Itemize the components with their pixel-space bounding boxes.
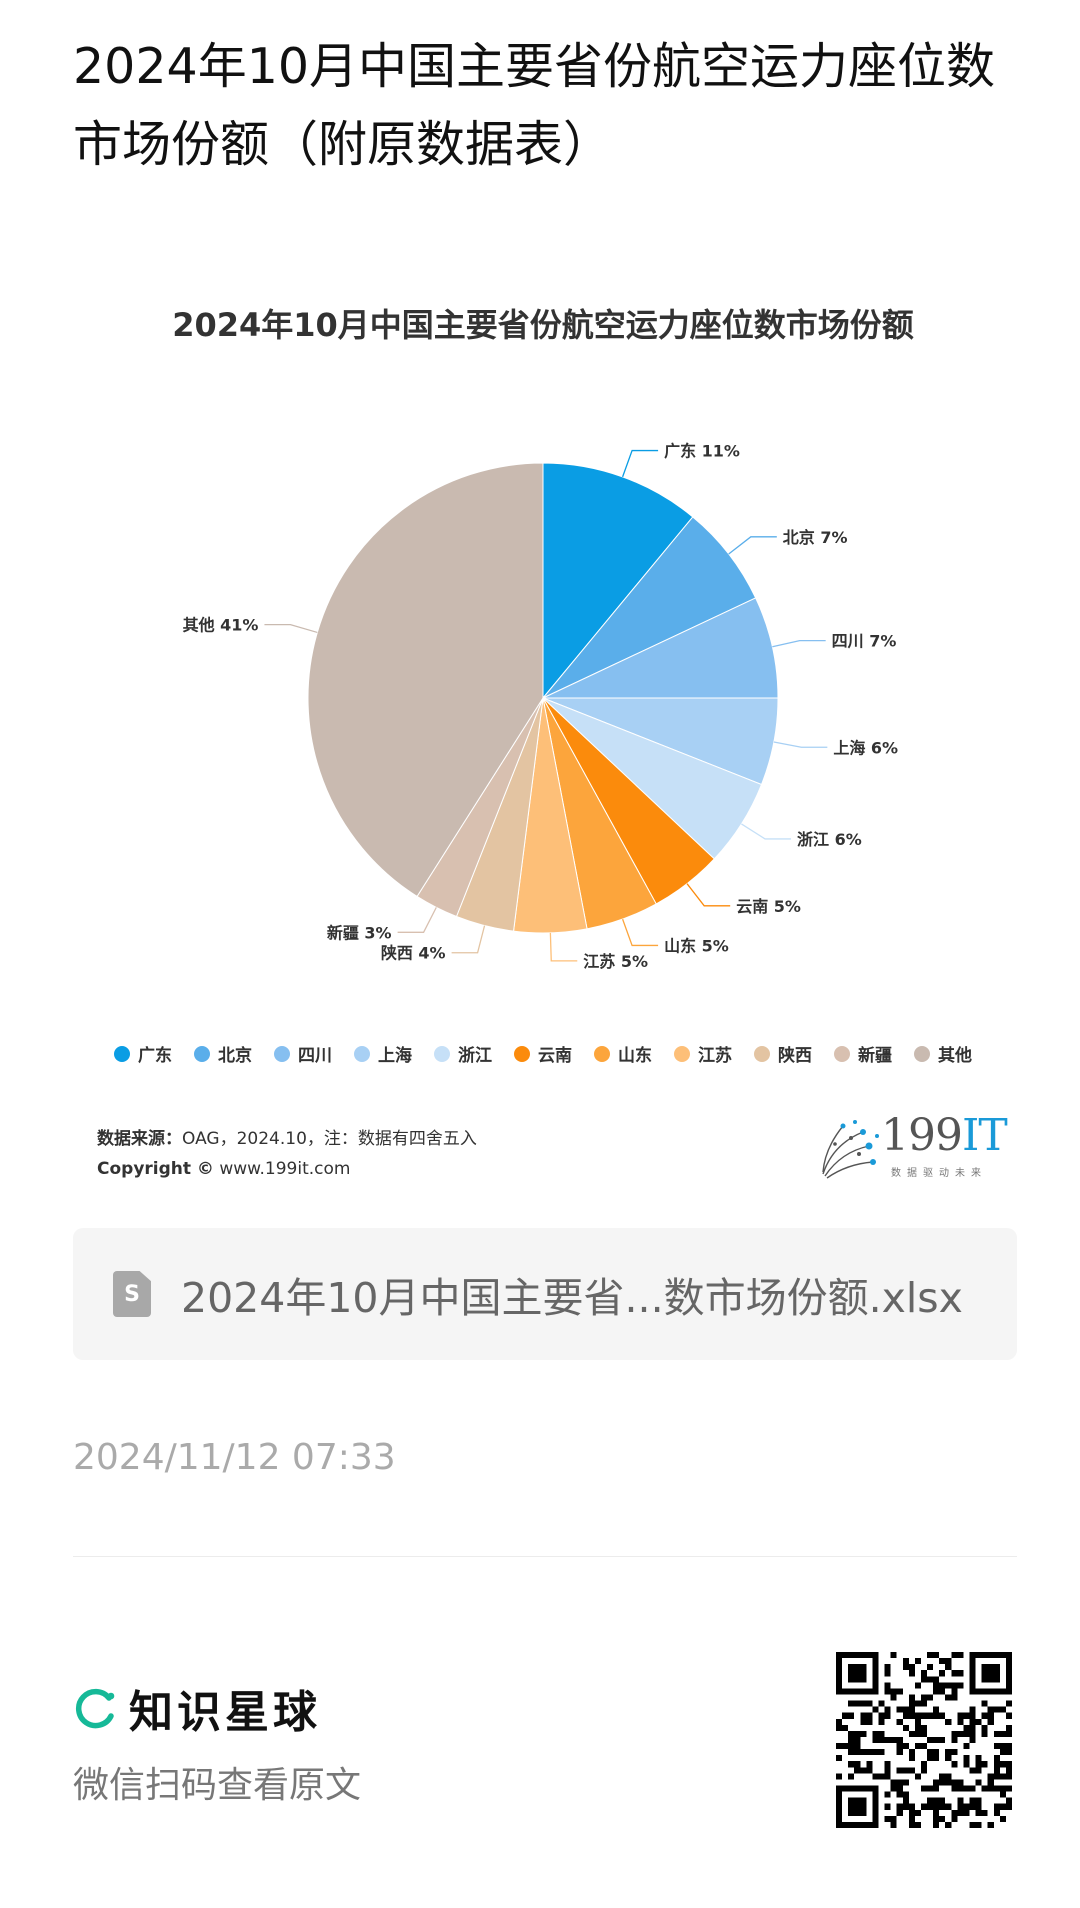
data-label-6: 云南 5% xyxy=(736,897,801,916)
data-label-5: 浙江 6% xyxy=(797,830,862,849)
chart-legend: 广东 北京 四川 上海 浙江 云南 山东 江苏 陕西 新疆 其他 xyxy=(73,1041,1013,1066)
scan-hint: 微信扫码查看原文 xyxy=(73,1765,362,1806)
legend-label-8: 江苏 xyxy=(698,1046,732,1066)
leader-line-8 xyxy=(549,932,578,962)
copyright-label: Copyright © xyxy=(97,1159,214,1179)
chart-title: 2024年10月中国主要省份航空运力座位数市场份额 xyxy=(172,306,914,344)
legend-swatch-8 xyxy=(674,1045,690,1062)
legend-label-3: 四川 xyxy=(298,1046,332,1066)
199it-slogan: 数据驱动未来 xyxy=(891,1168,987,1179)
data-label-1: 广东 11% xyxy=(664,442,740,461)
data-label-2: 北京 7% xyxy=(783,528,848,547)
legend-item-8: 江苏 xyxy=(674,1041,732,1066)
data-label-4: 上海 6% xyxy=(833,738,898,757)
legend-label-2: 北京 xyxy=(218,1046,252,1066)
zsxq-brand-name: 知识星球 xyxy=(129,1687,321,1738)
legend-label-9: 陕西 xyxy=(778,1046,812,1066)
legend-item-4: 上海 xyxy=(354,1041,412,1066)
chart-image: 2024年10月中国主要省份航空运力座位数市场份额 广东 11% 北京 7% 四川 … xyxy=(73,268,1013,1228)
pie-slice-1 xyxy=(542,462,694,700)
divider xyxy=(73,1556,1017,1557)
legend-item-3: 四川 xyxy=(274,1041,332,1066)
legend-item-9: 陕西 xyxy=(754,1041,812,1066)
leader-line-4 xyxy=(773,741,828,748)
data-label-8: 江苏 5% xyxy=(583,952,648,971)
data-label-10: 新疆 3% xyxy=(327,923,392,942)
post-timestamp: 2024/11/12 07:33 xyxy=(73,1437,396,1478)
data-source: 数据来源：OAG，2024.10，注：数据有四舍五入 Copyright © w… xyxy=(97,1124,477,1184)
page-title: 2024年10月中国主要省份航空运力座位数市场份额（附原数据表） xyxy=(73,38,996,173)
leader-line-7 xyxy=(621,918,659,947)
leader-line-5 xyxy=(741,823,792,840)
zsxq-logo-icon xyxy=(76,1688,115,1729)
pie-slice-2 xyxy=(542,516,757,699)
leader-line-2 xyxy=(728,536,777,555)
legend-label-7: 山东 xyxy=(618,1046,652,1066)
pie-slice-3 xyxy=(542,597,779,699)
attachment-file-card[interactable]: S 2024年10月中国主要省...数市场份额.xlsx xyxy=(73,1228,1017,1360)
legend-swatch-10 xyxy=(834,1045,850,1062)
source-text: OAG，2024.10，注：数据有四舍五入 xyxy=(182,1129,477,1149)
data-label-9: 陕西 4% xyxy=(381,944,446,963)
leader-line-9 xyxy=(451,925,486,954)
legend-swatch-3 xyxy=(274,1045,290,1062)
legend-swatch-6 xyxy=(514,1045,530,1062)
spreadsheet-file-icon: S xyxy=(113,1271,151,1317)
legend-swatch-11 xyxy=(914,1045,930,1062)
legend-item-6: 云南 xyxy=(514,1041,572,1066)
legend-item-11: 其他 xyxy=(914,1041,972,1066)
data-label-3: 四川 7% xyxy=(832,632,897,651)
pie-chart: 广东 11% 北京 7% 四川 7% 上海 6% 浙江 6% 云南 5% 山东 5% 江苏 5… xyxy=(183,442,899,971)
source-label: 数据来源： xyxy=(97,1129,182,1149)
legend-item-2: 北京 xyxy=(194,1041,252,1066)
data-label-11: 其他 41% xyxy=(183,616,259,635)
leader-line-3 xyxy=(772,639,826,648)
leader-line-6 xyxy=(686,883,731,907)
199it-logo: 199IT 数据驱动未来 xyxy=(813,1108,1008,1188)
leader-line-1 xyxy=(621,449,659,478)
copyright-text: www.199it.com xyxy=(219,1159,351,1179)
zsxq-brand: 知识星球 xyxy=(73,1676,321,1740)
199it-logo-icon xyxy=(822,1120,879,1179)
qr-code-icon xyxy=(836,1652,1012,1828)
legend-item-7: 山东 xyxy=(594,1041,652,1066)
legend-swatch-9 xyxy=(754,1045,770,1062)
leader-line-11 xyxy=(264,623,318,634)
legend-label-1: 广东 xyxy=(138,1046,172,1066)
legend-swatch-1 xyxy=(114,1045,130,1062)
legend-swatch-2 xyxy=(194,1045,210,1062)
leader-line-10 xyxy=(397,907,437,933)
legend-item-1: 广东 xyxy=(114,1041,172,1066)
attachment-file-name: 2024年10月中国主要省...数市场份额.xlsx xyxy=(181,1274,963,1322)
199it-logo-text: 199IT xyxy=(881,1110,1008,1161)
legend-swatch-7 xyxy=(594,1045,610,1062)
legend-item-10: 新疆 xyxy=(834,1041,892,1066)
legend-label-4: 上海 xyxy=(378,1046,412,1066)
legend-label-6: 云南 xyxy=(538,1046,572,1066)
legend-swatch-5 xyxy=(434,1045,450,1062)
legend-label-5: 浙江 xyxy=(458,1046,492,1066)
legend-item-5: 浙江 xyxy=(434,1041,492,1066)
legend-label-10: 新疆 xyxy=(858,1046,892,1066)
legend-swatch-4 xyxy=(354,1045,370,1062)
data-label-7: 山东 5% xyxy=(664,936,729,955)
pie-slice-11 xyxy=(307,462,544,898)
legend-label-11: 其他 xyxy=(938,1046,972,1066)
